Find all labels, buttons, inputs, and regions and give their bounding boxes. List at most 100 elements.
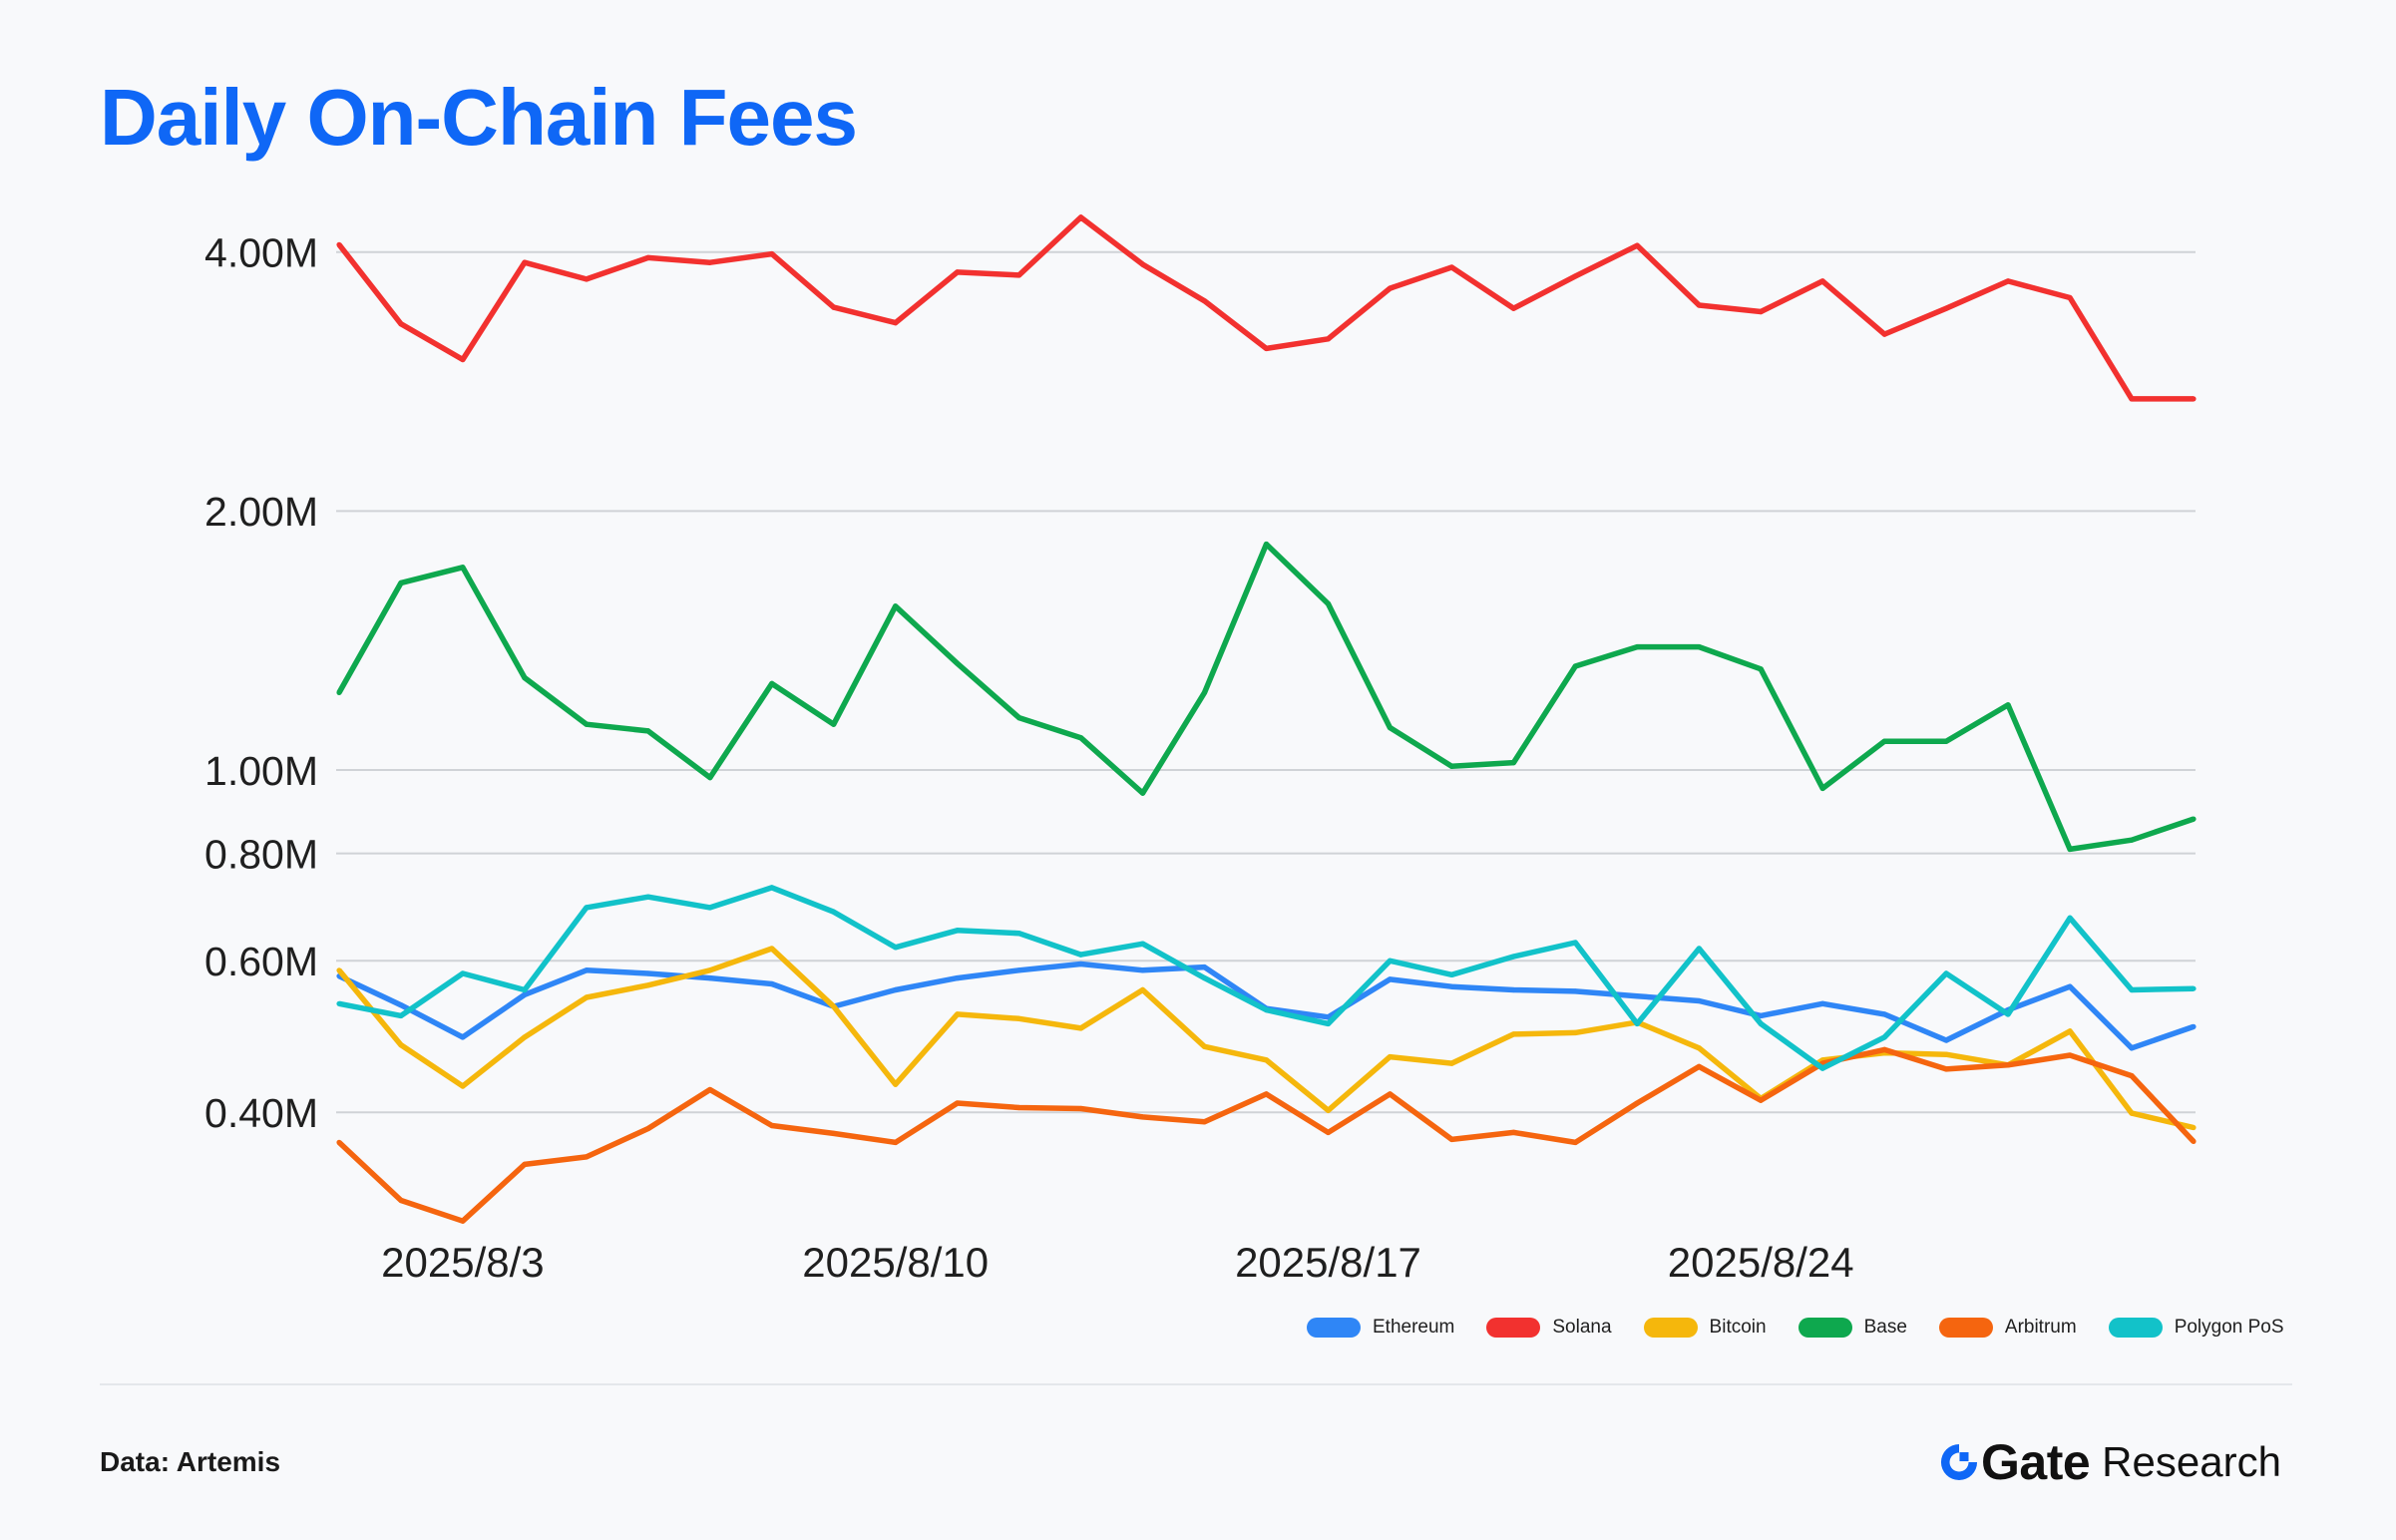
data-point-ethereum [955,975,961,981]
series-base [336,541,2196,853]
data-point-solana [707,259,713,265]
data-point-polygon-pos [769,885,775,891]
data-point-base [1201,689,1208,696]
data-point-bitcoin [460,1083,466,1089]
y-tick-label: 2.00M [204,489,318,535]
data-point-arbitrum [460,1218,466,1224]
data-point-base [1696,644,1702,650]
data-point-ethereum [2129,1045,2135,1051]
data-point-arbitrum [707,1086,713,1093]
legend-swatch [1797,1318,1852,1338]
data-point-solana [398,321,404,327]
data-point-polygon-pos [1758,1020,1764,1026]
data-point-polygon-pos [1325,1020,1332,1026]
data-point-solana [2129,396,2135,402]
data-point-polygon-pos [707,905,713,911]
data-point-solana [1140,261,1146,267]
data-point-base [1943,738,1949,744]
legend-label: Solana [1552,1317,1612,1338]
data-point-polygon-pos [1881,1034,1887,1040]
data-point-bitcoin [1387,1054,1393,1060]
data-point-ethereum [1634,993,1640,999]
data-point-base [1510,760,1516,766]
data-point-solana [1696,302,1702,308]
y-tick-label: 0.40M [204,1090,318,1136]
data-point-arbitrum [2191,1138,2196,1144]
data-point-bitcoin [584,994,590,1000]
data-point-arbitrum [1572,1139,1578,1145]
data-point-polygon-pos [2129,986,2135,993]
data-point-base [522,674,528,681]
data-point-arbitrum [645,1125,651,1132]
data-point-arbitrum [2005,1062,2011,1068]
gate-logo-icon [1940,1443,1978,1481]
series-polygon-pos [336,885,2196,1071]
data-point-arbitrum [1448,1136,1454,1142]
data-point-bitcoin [707,967,713,973]
data-point-bitcoin [1201,1043,1208,1049]
data-point-bitcoin [1448,1060,1454,1066]
data-point-base [1448,763,1454,769]
data-point-ethereum [707,975,713,981]
data-point-bitcoin [1140,986,1146,993]
data-point-arbitrum [769,1122,775,1129]
data-point-base [1140,790,1146,796]
data-point-arbitrum [831,1130,837,1136]
data-point-solana [2191,396,2196,402]
data-point-ethereum [584,967,590,973]
data-point-polygon-pos [2191,985,2196,991]
data-point-base [398,579,404,586]
y-axis-grid: 4.00M 2.00M 1.00M 0.80M 0.60M 0.40M [204,229,2196,1136]
legend-label: Ethereum [1373,1317,1455,1338]
data-point-polygon-pos [398,1012,404,1019]
data-point-base [460,565,466,571]
data-point-ethereum [1572,988,1578,994]
data-point-arbitrum [1387,1091,1393,1097]
data-point-arbitrum [1078,1105,1084,1112]
data-point-arbitrum [336,1139,342,1145]
data-point-ethereum [893,986,899,993]
data-point-polygon-pos [1201,975,1208,981]
y-tick-label: 0.60M [204,939,318,984]
data-point-base [1325,600,1332,607]
data-point-bitcoin [1325,1107,1332,1113]
data-point-polygon-pos [460,970,466,976]
legend-item-bitcoin: Bitcoin [1643,1313,1767,1343]
data-point-bitcoin [2067,1028,2073,1034]
brand-logo: Gate Research [1940,1434,2281,1490]
data-point-solana [1016,272,1022,278]
data-point-arbitrum [1943,1066,1949,1072]
data-point-ethereum [769,980,775,987]
data-point-bitcoin [2129,1110,2135,1116]
data-point-ethereum [1201,964,1208,970]
data-point-polygon-pos [2067,915,2073,921]
data-point-polygon-pos [1140,941,1146,947]
data-point-solana [1387,285,1393,291]
data-point-ethereum [398,1002,404,1008]
data-point-bitcoin [893,1081,899,1087]
x-tick-label: 2025/8/17 [1235,1239,1421,1286]
legend-label: Polygon PoS [2174,1317,2284,1338]
data-point-base [893,603,899,609]
divider [100,1383,2292,1385]
series-line-bitcoin [336,946,2195,1131]
data-point-ethereum [1510,986,1516,993]
data-point-solana [1758,308,1764,315]
data-point-bitcoin [522,1034,528,1040]
data-point-polygon-pos [1263,1007,1270,1013]
data-point-bitcoin [1510,1031,1516,1037]
data-point-arbitrum [1696,1063,1702,1069]
data-point-solana [893,320,899,326]
legend: Ethereum Solana Bitcoin Base Arbitrum Polygon… [1307,1313,2284,1343]
data-point-solana [1819,278,1825,284]
legend-item-polygon-pos: Polygon PoS [2108,1313,2284,1343]
data-point-solana [1572,273,1578,279]
data-point-solana [336,241,342,247]
logo-brand-text: Gate [1981,1434,2091,1490]
data-point-solana [1510,305,1516,311]
data-point-solana [1263,345,1270,351]
data-point-ethereum [1078,961,1084,967]
legend-item-base: Base [1797,1313,1907,1343]
data-point-arbitrum [1325,1129,1332,1135]
data-point-bitcoin [1696,1045,1702,1051]
